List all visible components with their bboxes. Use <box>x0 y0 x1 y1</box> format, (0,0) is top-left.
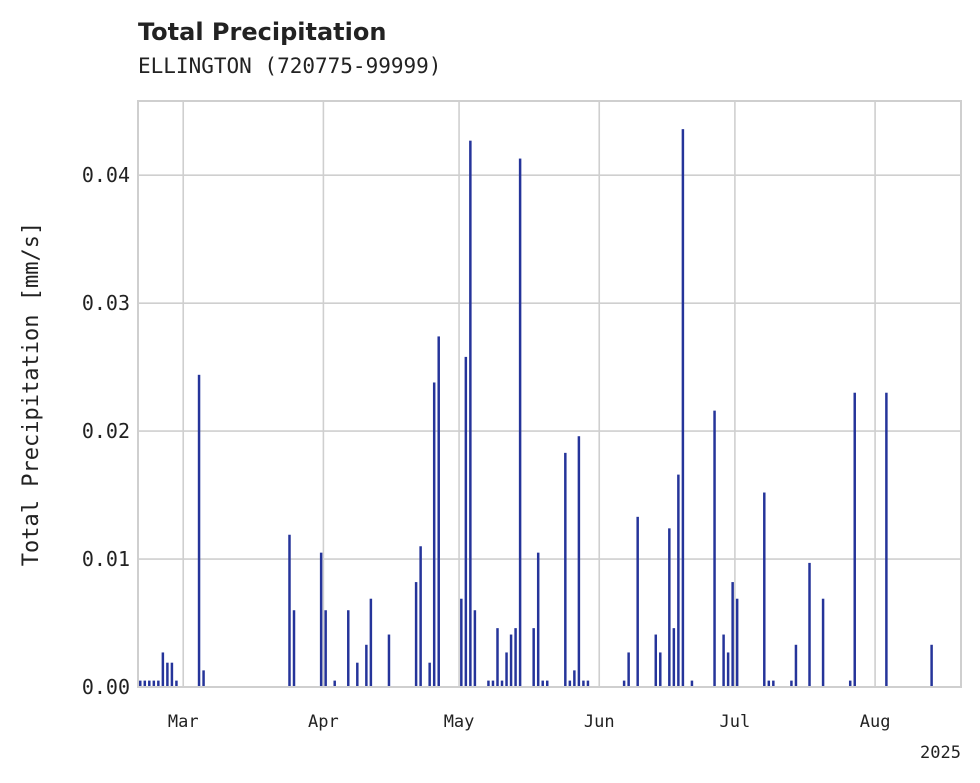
precipitation-bar <box>319 552 323 687</box>
precipitation-bars <box>139 129 933 688</box>
precipitation-bar <box>496 628 499 687</box>
precipitation-bar <box>139 680 142 687</box>
precipitation-bar <box>726 652 730 687</box>
precipitation-bar <box>853 392 856 687</box>
precipitation-bar <box>437 336 440 687</box>
x-tick-label: Mar <box>168 712 199 732</box>
precipitation-bar <box>627 652 630 687</box>
precipitation-bar <box>324 610 327 687</box>
x-tick-label: Jul <box>720 712 751 732</box>
precipitation-bar <box>161 652 165 687</box>
y-tick-labels: 0.00 0.01 0.02 0.03 0.04 <box>82 163 130 699</box>
y-tick-label: 0.02 <box>82 419 130 443</box>
precipitation-bar <box>432 382 436 687</box>
precipitation-bar <box>536 552 540 687</box>
precipitation-bar <box>668 528 671 687</box>
y-tick-label: 0.00 <box>82 675 130 699</box>
precipitation-bar <box>333 680 336 687</box>
precipitation-bar <box>505 652 508 687</box>
precipitation-bar <box>790 680 793 687</box>
precipitation-bar <box>821 598 825 687</box>
precipitation-bar <box>568 680 572 687</box>
precipitation-bar <box>170 662 174 687</box>
y-axis-label: Total Precipitation [mm/s] <box>19 222 44 566</box>
precipitation-bar <box>564 452 567 687</box>
x-tick-label: Aug <box>860 712 891 732</box>
precipitation-bar <box>735 598 739 687</box>
precipitation-bar <box>677 474 680 687</box>
precipitation-bar <box>347 610 350 687</box>
precipitation-bar <box>491 680 495 687</box>
precipitation-bar <box>518 158 522 687</box>
x-tick-label: Apr <box>308 712 339 732</box>
precipitation-bar <box>808 562 811 687</box>
x-axis-offset-year: 2025 <box>920 743 961 763</box>
precipitation-bar <box>148 680 151 687</box>
precipitation-bar <box>573 670 576 687</box>
precipitation-bar <box>763 492 766 687</box>
precipitation-bar <box>473 610 477 687</box>
precipitation-bar <box>509 634 513 687</box>
precipitation-bar <box>152 680 156 687</box>
precipitation-bar <box>166 662 169 687</box>
precipitation-bar <box>197 374 201 687</box>
y-tick-label: 0.04 <box>82 163 130 187</box>
y-tick-label: 0.03 <box>82 291 130 315</box>
precipitation-bar <box>532 628 535 687</box>
precipitation-bar <box>545 680 549 687</box>
precipitation-bar <box>288 534 291 687</box>
precipitation-bar <box>636 516 639 687</box>
precipitation-bar <box>464 356 468 687</box>
precipitation-bar <box>460 598 463 687</box>
precipitation-bar <box>690 680 694 687</box>
precipitation-bar <box>885 392 888 687</box>
precipitation-bar <box>672 628 676 687</box>
precipitation-bar <box>722 634 725 687</box>
precipitation-bar <box>419 546 422 687</box>
precipitation-bar <box>365 644 368 687</box>
precipitation-bar <box>848 680 852 687</box>
precipitation-bar <box>681 129 685 688</box>
precipitation-bar <box>514 628 517 687</box>
precipitation-bar <box>586 680 590 687</box>
precipitation-bar <box>292 610 296 687</box>
precipitation-bar <box>143 680 147 687</box>
precipitation-bar <box>500 680 504 687</box>
precipitation-bar <box>428 662 431 687</box>
precipitation-bar <box>582 680 585 687</box>
x-tick-label: May <box>444 712 475 732</box>
precipitation-bar <box>356 662 359 687</box>
x-tick-labels: Mar Apr May Jun Jul Aug <box>168 712 891 732</box>
precipitation-bar <box>414 582 418 687</box>
plot-frame <box>137 100 962 688</box>
precipitation-bar <box>767 680 771 687</box>
precipitation-bar <box>794 644 798 687</box>
grid-lines <box>138 101 961 688</box>
precipitation-bar <box>541 680 544 687</box>
precipitation-bar <box>654 634 658 687</box>
precipitation-bar <box>487 680 490 687</box>
precipitation-bar <box>387 634 391 687</box>
precipitation-bar <box>369 598 373 687</box>
chart-title: Total Precipitation <box>138 18 386 46</box>
x-tick-label: Jun <box>584 712 615 732</box>
y-tick-label: 0.01 <box>82 547 130 571</box>
precipitation-bar <box>659 652 662 687</box>
precipitation-bar <box>930 644 933 687</box>
precipitation-bar <box>731 582 734 687</box>
precipitation-bar <box>157 680 160 687</box>
precipitation-bar <box>622 680 626 687</box>
precipitation-bar <box>469 140 472 687</box>
chart-subtitle: ELLINGTON (720775-99999) <box>138 54 441 78</box>
precipitation-bar <box>577 436 581 687</box>
precipitation-bar <box>175 680 178 687</box>
precipitation-bar <box>772 680 775 687</box>
precipitation-bar <box>202 670 205 687</box>
precipitation-bar <box>713 410 716 687</box>
